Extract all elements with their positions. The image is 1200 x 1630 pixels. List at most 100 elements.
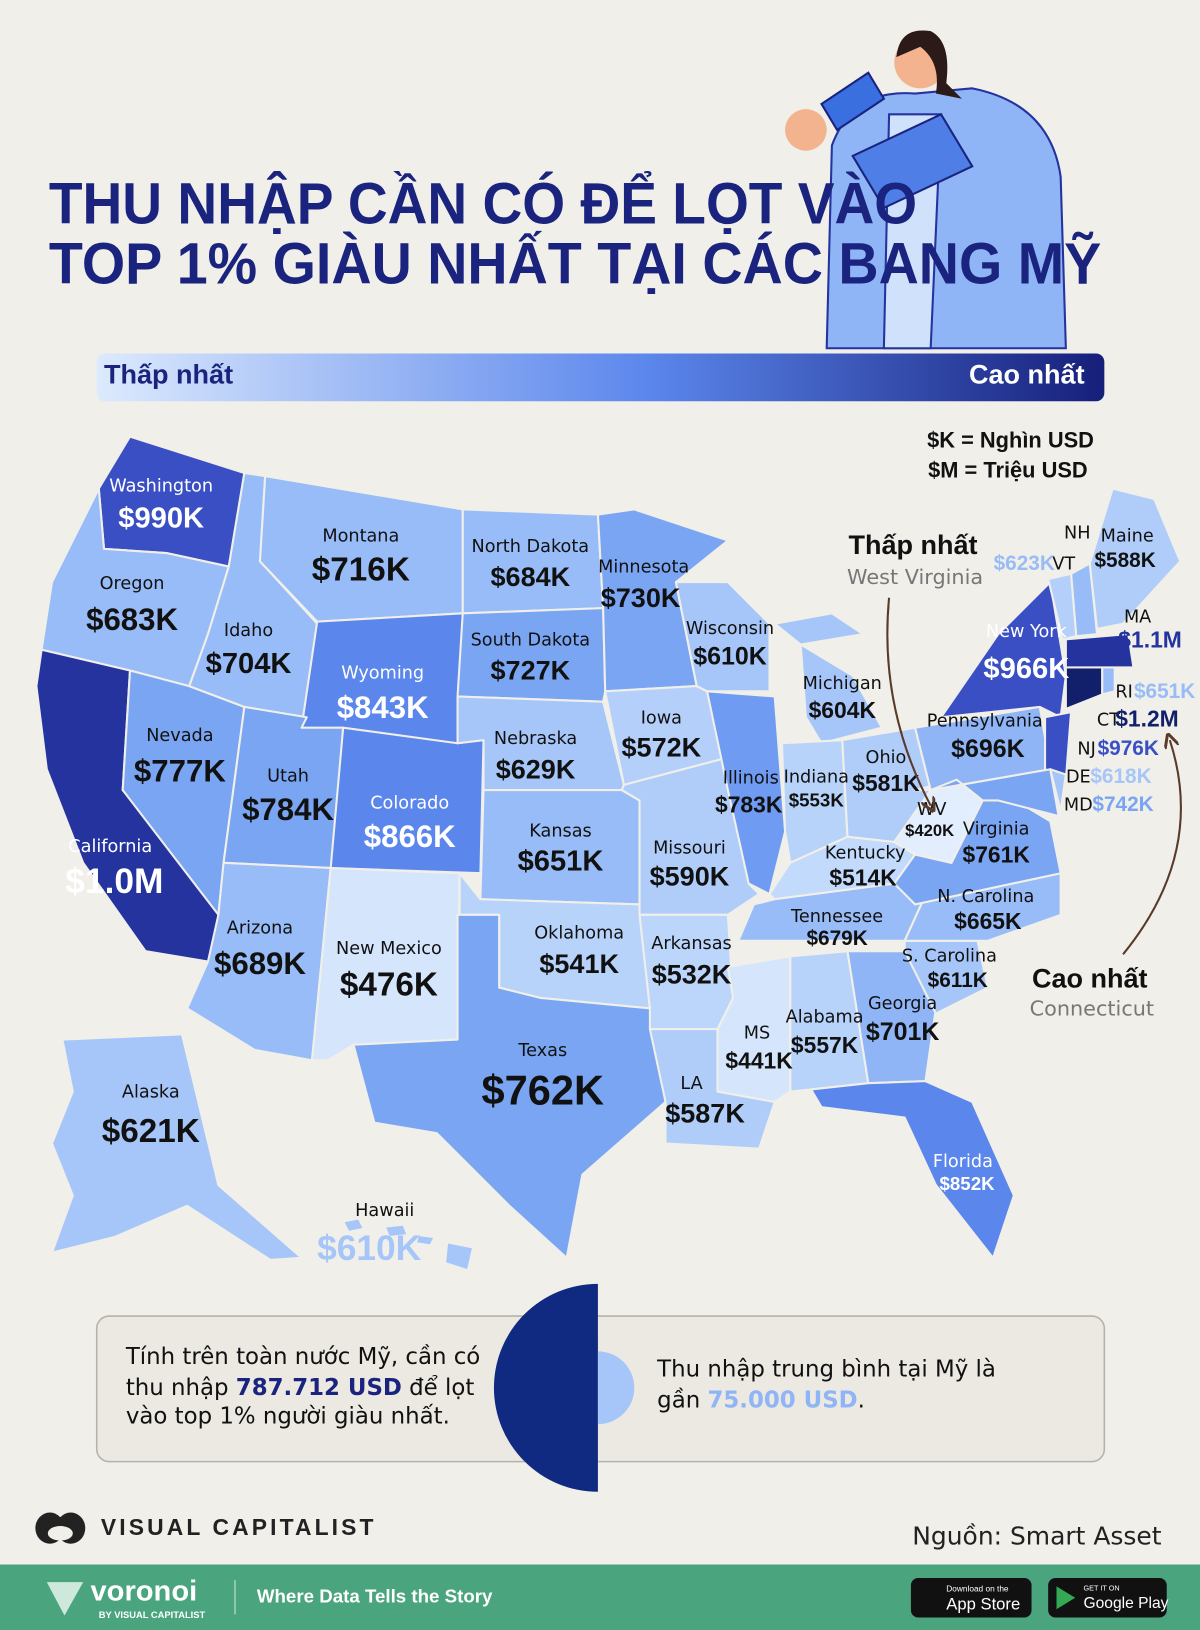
state-name: NH (1064, 523, 1090, 543)
unit-note: $K = Nghìn USD (927, 428, 1094, 453)
state-shape (799, 643, 883, 745)
state-value: $618K (1090, 765, 1151, 788)
summary-text: gần 75.000 USD. (657, 1387, 865, 1413)
state-shape (456, 607, 607, 703)
badge-text[interactable]: App Store (946, 1594, 1020, 1613)
state-name: CT (1097, 710, 1120, 730)
state-name: Ohio (866, 748, 907, 768)
state-value: $604K (809, 697, 877, 723)
state-name: Texas (517, 1041, 567, 1061)
state-shape (773, 612, 865, 646)
annotation-title: Cao nhất (1032, 963, 1148, 993)
state-name: Kentucky (825, 843, 906, 863)
state-value: $651K (1134, 680, 1195, 703)
summary-highlight: 75.000 USD (707, 1387, 857, 1413)
state-value: $441K (725, 1047, 793, 1073)
state-name: Iowa (641, 708, 682, 728)
state-name: Colorado (370, 794, 449, 814)
decor-half-circle (597, 1351, 635, 1425)
state-value: $742K (1092, 793, 1153, 816)
summary-text: thu nhập 787.712 USD để lọt (126, 1374, 475, 1400)
state-shape (929, 768, 1060, 818)
state-shape (1088, 487, 1182, 630)
state-name: LA (680, 1074, 702, 1094)
state-shape (342, 1217, 365, 1233)
badge-text[interactable]: GET IT ON (1084, 1583, 1120, 1592)
state-name: RI (1115, 682, 1132, 702)
summary-text: để lọt (402, 1374, 474, 1400)
state-name: Montana (322, 526, 399, 546)
state-value: $665K (954, 908, 1022, 934)
state-value: $629K (496, 754, 576, 784)
title: TOP 1% GIÀU NHẤT TẠI CÁC BANG MỸ (49, 232, 1101, 297)
state-value: $683K (86, 602, 178, 637)
state-shape (1047, 572, 1078, 641)
summary-text: vào top 1% người giàu nhất. (126, 1403, 450, 1429)
state-name: Georgia (868, 994, 937, 1014)
app-store-badge[interactable] (910, 1578, 1032, 1618)
annotation-state: West Virginia (847, 565, 983, 589)
state-value: $581K (852, 770, 920, 796)
title: THU NHẬP CẦN CÓ ĐỂ LỌT VÀO (49, 171, 917, 236)
state-name: Missouri (653, 838, 726, 858)
state-value: $762K (482, 1067, 605, 1114)
state-value: $866K (364, 819, 456, 854)
state-name: MS (744, 1023, 770, 1043)
state-value: $587K (665, 1099, 745, 1129)
vc-logo (35, 1512, 86, 1544)
state-value: $777K (134, 754, 226, 789)
summary-text: gần (657, 1387, 707, 1413)
state-value: $611K (928, 969, 988, 992)
state-value: $1.1M (1118, 626, 1182, 652)
state-shape (222, 705, 345, 870)
legend-low: Thấp nhất (104, 359, 233, 389)
state-name: New Mexico (336, 939, 442, 959)
state-name: MA (1124, 607, 1151, 627)
google-play-badge[interactable] (1048, 1578, 1167, 1618)
tagline: Where Data Tells the Story (257, 1586, 493, 1607)
decor-half-circle (493, 1283, 598, 1492)
state-value: $541K (539, 949, 619, 979)
illustration (785, 30, 1067, 350)
state-shape (674, 581, 771, 693)
source: Nguồn: Smart Asset (912, 1521, 1161, 1550)
state-value: $679K (806, 927, 867, 950)
state-name: South Dakota (471, 630, 591, 650)
state-value: $852K (940, 1173, 996, 1194)
summary-highlight: 787.712 USD (236, 1374, 402, 1400)
state-shape (414, 1233, 436, 1247)
state-name: Wisconsin (686, 619, 774, 639)
state-name: Arkansas (651, 934, 731, 954)
state-shape (50, 1033, 303, 1261)
state-shape (1101, 666, 1116, 696)
summary-text: Thu nhập trung bình tại Mỹ là (656, 1357, 996, 1383)
state-name: Minnesota (598, 558, 689, 578)
voronoi-by: BY VISUAL CAPITALIST (99, 1610, 206, 1620)
state-value: $727K (491, 656, 571, 686)
state-name: Maine (1101, 526, 1154, 546)
state-name: Alaska (122, 1083, 180, 1103)
summary-text: thu nhập (126, 1374, 236, 1400)
state-value: $701K (866, 1018, 940, 1046)
state-value: $976K (1098, 737, 1159, 760)
state-value: $704K (206, 648, 292, 680)
state-name: Washington (109, 477, 213, 497)
state-shape (444, 1241, 475, 1272)
state-value: $532K (652, 959, 732, 989)
annotation-arrow (1122, 740, 1182, 955)
state-shape (310, 866, 461, 1062)
badge-text[interactable]: Download on the (946, 1584, 1009, 1594)
state-name: VT (1052, 554, 1075, 574)
state-name: Alabama (786, 1008, 864, 1028)
legend-gradient (96, 353, 1105, 402)
badge-text[interactable]: Google Play (1084, 1595, 1169, 1612)
state-name: Nevada (146, 726, 213, 746)
state-value: $476K (340, 966, 438, 1003)
state-value: $588K (1095, 549, 1156, 572)
annotation-title: Thấp nhất (848, 530, 977, 560)
state-name: WV (917, 800, 947, 820)
state-name: Oklahoma (534, 924, 624, 944)
state-name: Utah (267, 767, 309, 787)
state-value: $610K (693, 643, 767, 671)
state-name: Pennsylvania (927, 711, 1043, 731)
